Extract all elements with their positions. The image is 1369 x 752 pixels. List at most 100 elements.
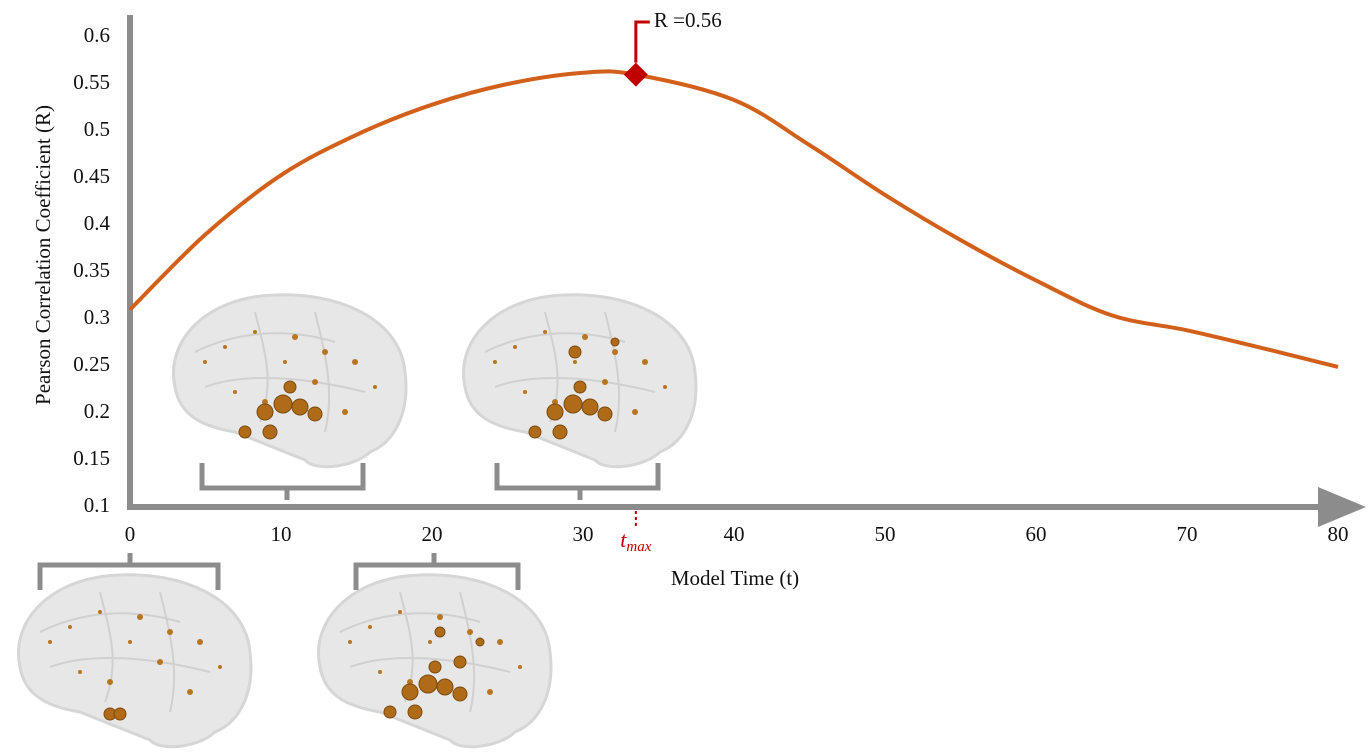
brain-node bbox=[573, 380, 587, 394]
brain-node bbox=[407, 679, 413, 685]
brain-outline bbox=[17, 573, 253, 749]
brain-node bbox=[568, 345, 582, 359]
brain-node bbox=[581, 398, 599, 416]
brain-node bbox=[452, 686, 468, 702]
highlight-label: R =0.56 bbox=[654, 8, 722, 32]
brain-node bbox=[137, 614, 143, 620]
brain-node bbox=[513, 345, 517, 349]
brain-node bbox=[528, 425, 542, 439]
brain-node bbox=[642, 359, 648, 365]
y-tick-label: 0.1 bbox=[84, 493, 110, 517]
brain-node bbox=[223, 345, 227, 349]
brain-node bbox=[307, 406, 323, 422]
brain-node bbox=[291, 398, 309, 416]
y-tick-label: 0.4 bbox=[84, 211, 111, 235]
brain-node bbox=[543, 330, 547, 334]
x-axis-arrow bbox=[1318, 487, 1366, 527]
brain-node bbox=[518, 665, 522, 669]
highlight-leader bbox=[634, 20, 650, 63]
brain-node bbox=[78, 670, 82, 674]
x-tick-label: 20 bbox=[422, 522, 443, 546]
brain-node bbox=[407, 704, 423, 720]
brain-node bbox=[292, 334, 298, 340]
x-axis-label: Model Time (t) bbox=[671, 566, 799, 590]
brain-node bbox=[523, 390, 527, 394]
brain-node bbox=[283, 380, 297, 394]
brain-node bbox=[378, 670, 382, 674]
brain-node bbox=[398, 610, 402, 614]
brain-node bbox=[128, 640, 132, 644]
brain-node bbox=[428, 640, 432, 644]
brain-node bbox=[167, 629, 173, 635]
brain-node bbox=[475, 637, 485, 647]
brain-node bbox=[493, 360, 497, 364]
brain-detail bbox=[194, 311, 366, 433]
y-tick-label: 0.35 bbox=[73, 258, 110, 282]
brain-image bbox=[317, 573, 553, 749]
brain-node bbox=[434, 626, 446, 638]
y-tick-label: 0.45 bbox=[73, 164, 110, 188]
brain-node bbox=[436, 678, 454, 696]
x-tick-label: 0 bbox=[125, 522, 136, 546]
brain-node bbox=[113, 707, 127, 721]
brain-node bbox=[453, 655, 467, 669]
y-tick-label: 0.6 bbox=[84, 23, 110, 47]
y-tick-label: 0.5 bbox=[84, 117, 110, 141]
brain-node bbox=[663, 385, 667, 389]
brain-node bbox=[612, 349, 618, 355]
brain-node bbox=[352, 359, 358, 365]
brain-node bbox=[256, 403, 274, 421]
brain-node bbox=[418, 674, 438, 694]
x-tick-label: 50 bbox=[875, 522, 896, 546]
brain-node bbox=[563, 394, 583, 414]
x-tick-label: 80 bbox=[1328, 522, 1349, 546]
brain-node bbox=[262, 399, 268, 405]
y-tick-label: 0.55 bbox=[73, 70, 110, 94]
brain-node bbox=[487, 689, 493, 695]
brain-node bbox=[401, 683, 419, 701]
brain-detail bbox=[39, 591, 211, 713]
brain-node bbox=[546, 403, 564, 421]
y-tick-label: 0.25 bbox=[73, 352, 110, 376]
tmax-base: t bbox=[620, 527, 627, 552]
brain-detail bbox=[339, 591, 511, 713]
brain-node bbox=[428, 660, 442, 674]
brain-node bbox=[368, 625, 372, 629]
brain-node bbox=[342, 409, 348, 415]
x-tick-label: 10 bbox=[271, 522, 292, 546]
brain-node bbox=[262, 424, 278, 440]
brain-image bbox=[462, 293, 698, 469]
bracket bbox=[353, 562, 521, 590]
brain-node bbox=[497, 639, 503, 645]
tmax-label: tmax bbox=[620, 527, 651, 555]
brain-node bbox=[253, 330, 257, 334]
brain-node bbox=[602, 379, 608, 385]
y-axis-label: Pearson Correlation Coefficient (R) bbox=[31, 105, 55, 405]
brain-node bbox=[197, 639, 203, 645]
brain-node bbox=[610, 337, 620, 347]
y-tick-label: 0.3 bbox=[84, 305, 110, 329]
brain-node bbox=[273, 394, 293, 414]
brain-detail bbox=[484, 311, 656, 433]
brain-node bbox=[582, 334, 588, 340]
brain-node bbox=[312, 379, 318, 385]
highlight-marker bbox=[623, 62, 648, 87]
brain-node bbox=[157, 659, 163, 665]
series-line bbox=[128, 69, 1339, 369]
brain-node bbox=[373, 385, 377, 389]
brain-image bbox=[17, 573, 253, 749]
brain-node bbox=[203, 360, 207, 364]
brain-node bbox=[98, 610, 102, 614]
brain-node bbox=[573, 360, 577, 364]
brain-node bbox=[467, 629, 473, 635]
brain-node bbox=[187, 689, 193, 695]
x-tick-label: 40 bbox=[724, 522, 745, 546]
brain-node bbox=[322, 349, 328, 355]
y-tick-label: 0.15 bbox=[73, 446, 110, 470]
bracket bbox=[494, 463, 661, 491]
brain-node bbox=[218, 665, 222, 669]
brain-node bbox=[233, 390, 237, 394]
brain-node bbox=[383, 705, 397, 719]
brain-image bbox=[172, 293, 408, 469]
